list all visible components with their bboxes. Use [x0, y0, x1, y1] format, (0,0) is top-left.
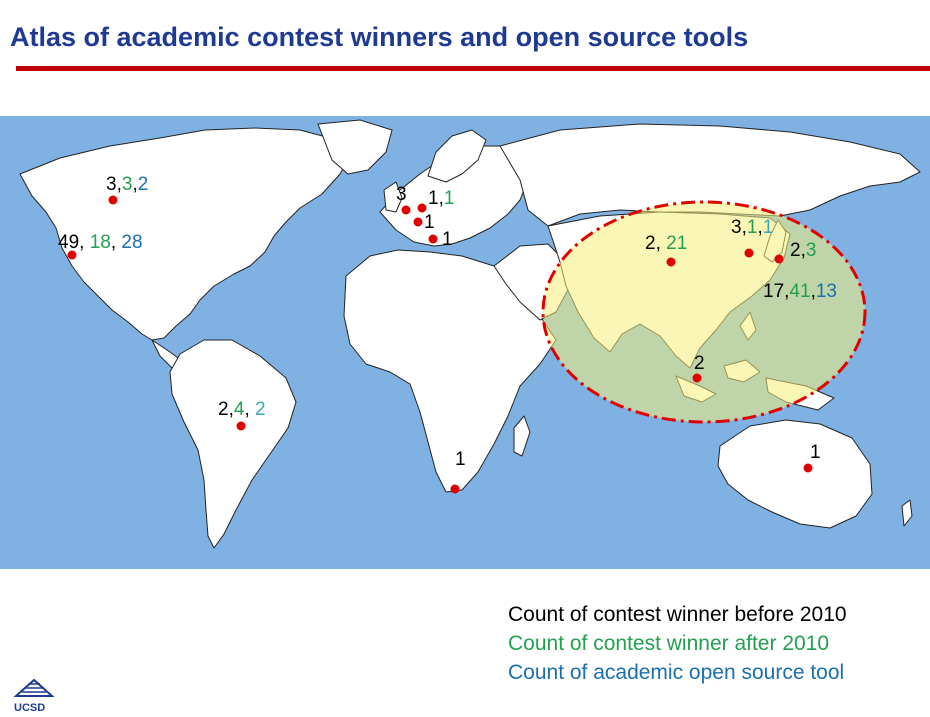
- british-isles-shape: [383, 181, 403, 213]
- madagascar-shape: [513, 415, 531, 457]
- count-south-africa-0: 1: [455, 449, 466, 470]
- count-brazil-1: 4: [234, 399, 245, 420]
- separator: ,: [784, 281, 789, 302]
- logo-text: UCSD: [14, 702, 46, 714]
- marker-italy: [428, 234, 438, 244]
- count-brazil-2: 2: [255, 399, 266, 420]
- marker-singapore: [692, 373, 702, 383]
- australia-shape: [717, 419, 873, 529]
- label-united-states: 49, 18, 28: [58, 232, 143, 253]
- africa-shape: [343, 249, 557, 493]
- marker-korea: [744, 248, 754, 258]
- count-canada-0: 3: [106, 174, 117, 195]
- south-america-shape: [169, 339, 297, 549]
- count-germany-1: 1: [444, 188, 455, 209]
- north-america-shape: [19, 127, 351, 341]
- count-uk-0: 3: [396, 184, 407, 205]
- count-australia-0: 1: [810, 442, 821, 463]
- label-italy: 1: [442, 229, 453, 250]
- separator: ,: [111, 232, 122, 253]
- count-germany-0: 1: [428, 188, 439, 209]
- separator: ,: [244, 399, 255, 420]
- count-united-states-1: 18: [90, 232, 111, 253]
- marker-united-states: [67, 250, 77, 260]
- separator: ,: [801, 240, 806, 261]
- separator: ,: [439, 188, 444, 209]
- count-asia-total-0: 17: [763, 281, 784, 302]
- count-korea-1: 1: [747, 217, 758, 238]
- label-australia: 1: [810, 442, 821, 463]
- separator: ,: [742, 217, 747, 238]
- world-map: 3,3,2 49, 18, 28 2,4, 2 3 1,1 1 1 1 2, 2…: [0, 116, 930, 569]
- title-underline: [16, 66, 930, 71]
- marker-japan: [774, 254, 784, 264]
- label-japan: 2,3: [790, 240, 816, 261]
- label-asia-total: 17,41,13: [763, 281, 837, 302]
- marker-canada: [108, 195, 118, 205]
- count-labels: 3,3,2 49, 18, 28 2,4, 2 3 1,1 1 1 1 2, 2…: [58, 174, 837, 470]
- count-brazil-0: 2: [218, 399, 229, 420]
- ucsd-logo-icon: UCSD: [12, 676, 56, 714]
- count-asia-total-1: 41: [789, 281, 810, 302]
- count-korea-2: 1: [763, 217, 774, 238]
- legend-before-2010: Count of contest winner before 2010: [508, 603, 847, 626]
- north-asia-shape: [499, 123, 921, 227]
- marker-uk: [401, 205, 411, 215]
- marker-switzerland: [413, 217, 423, 227]
- marker-south-africa: [450, 484, 460, 494]
- count-switzerland-0: 1: [424, 212, 435, 233]
- count-united-states-2: 28: [121, 232, 142, 253]
- label-canada: 3,3,2: [106, 174, 148, 195]
- marker-germany: [417, 203, 427, 213]
- count-china-1: 21: [666, 233, 687, 254]
- count-japan-1: 3: [806, 240, 817, 261]
- label-china: 2, 21: [645, 233, 687, 254]
- page-title: Atlas of academic contest winners and op…: [10, 22, 749, 52]
- greenland-shape: [317, 119, 393, 175]
- markers: [67, 195, 813, 494]
- separator: ,: [132, 174, 137, 195]
- count-asia-total-2: 13: [816, 281, 837, 302]
- separator: ,: [117, 174, 122, 195]
- count-japan-0: 2: [790, 240, 801, 261]
- label-germany: 1,1: [428, 188, 454, 209]
- separator: ,: [79, 232, 90, 253]
- count-united-states-0: 49: [58, 232, 79, 253]
- separator: ,: [229, 399, 234, 420]
- label-singapore: 2: [694, 353, 705, 374]
- separator: ,: [656, 233, 667, 254]
- label-korea: 3,1,1: [731, 217, 773, 238]
- count-korea-0: 3: [731, 217, 742, 238]
- separator: ,: [811, 281, 816, 302]
- separator: ,: [757, 217, 762, 238]
- count-singapore-0: 2: [694, 353, 705, 374]
- legend-after-2010: Count of contest winner after 2010: [508, 632, 830, 655]
- label-brazil: 2,4, 2: [218, 399, 266, 420]
- label-switzerland: 1: [424, 212, 435, 233]
- legend: Count of contest winner before 2010 Coun…: [508, 600, 847, 687]
- scandinavia-shape: [427, 129, 487, 183]
- label-south-africa: 1: [455, 449, 466, 470]
- marker-australia: [803, 463, 813, 473]
- label-uk: 3: [396, 184, 407, 205]
- count-canada-2: 2: [138, 174, 149, 195]
- new-zealand-shape: [901, 499, 913, 527]
- marker-china: [666, 257, 676, 267]
- count-canada-1: 3: [122, 174, 133, 195]
- marker-brazil: [236, 421, 246, 431]
- count-italy-0: 1: [442, 229, 453, 250]
- asia-highlight-ellipse: [541, 200, 867, 424]
- count-china-0: 2: [645, 233, 656, 254]
- legend-open-source: Count of academic open source tool: [508, 661, 845, 684]
